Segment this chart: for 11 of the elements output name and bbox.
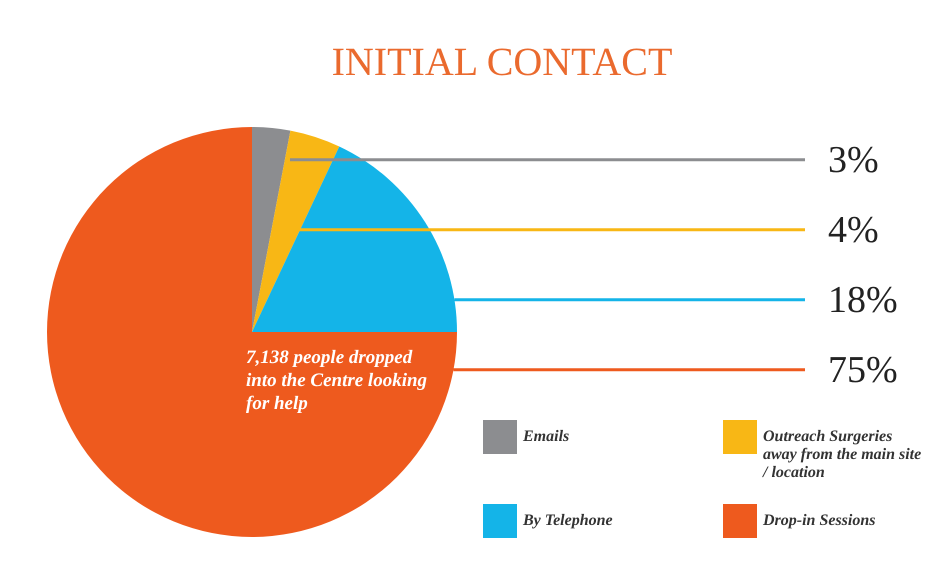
text: 7,138 people dropped into the Centre looking for help	[246, 346, 428, 415]
data-label: 3%	[828, 138, 879, 181]
data-label: 4%	[828, 208, 879, 251]
data-label: 18%	[828, 278, 898, 321]
data-label: 75%	[828, 348, 898, 391]
pie-slice	[252, 127, 290, 332]
legend-label: By Telephone	[523, 511, 614, 530]
legend-label: Outreach Surgeries away from the main site / location	[763, 427, 922, 482]
legend-label: Emails	[523, 427, 570, 446]
chart-title: INITIAL CONTACT	[330, 38, 674, 85]
legend-label: Drop-in Sessions	[763, 511, 876, 530]
